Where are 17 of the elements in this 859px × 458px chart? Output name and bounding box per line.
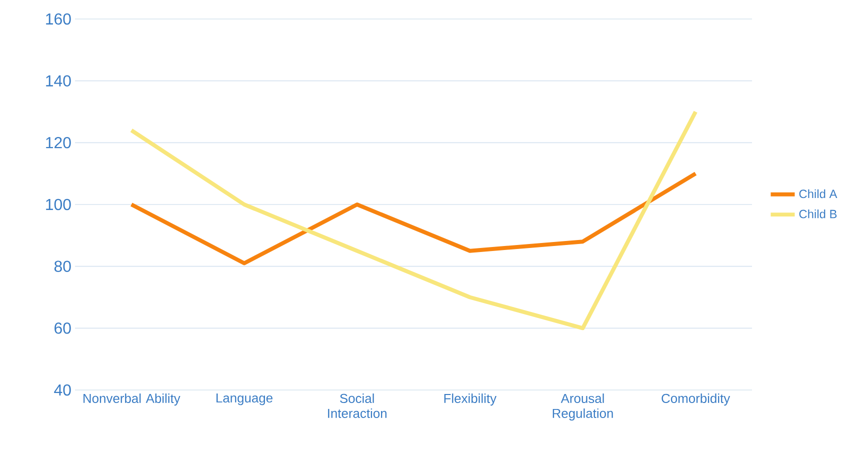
- y-tick-label: 160: [46, 13, 71, 25]
- line-series: [129, 172, 698, 266]
- y-tick-label: 40: [54, 384, 71, 396]
- x-tick-label: Nonverbal Ability: [84, 394, 180, 406]
- y-tick-label: 100: [46, 198, 71, 210]
- x-tick-label: Flexibility: [444, 394, 497, 406]
- y-tick-label: 120: [46, 137, 71, 148]
- x-tick-label: Comorbidity: [662, 394, 730, 406]
- x-tick-label: Social Interaction: [328, 394, 386, 418]
- y-tick-label: 80: [54, 260, 71, 272]
- line-series: [129, 110, 698, 330]
- x-tick-label: Language: [216, 394, 272, 406]
- legend-label: Child B: [799, 209, 837, 218]
- y-tick-label: 60: [54, 322, 71, 334]
- x-tick-label: Arousal Regulation: [552, 394, 613, 421]
- y-tick-label: 140: [46, 75, 71, 86]
- legend-label: Child A: [799, 189, 838, 198]
